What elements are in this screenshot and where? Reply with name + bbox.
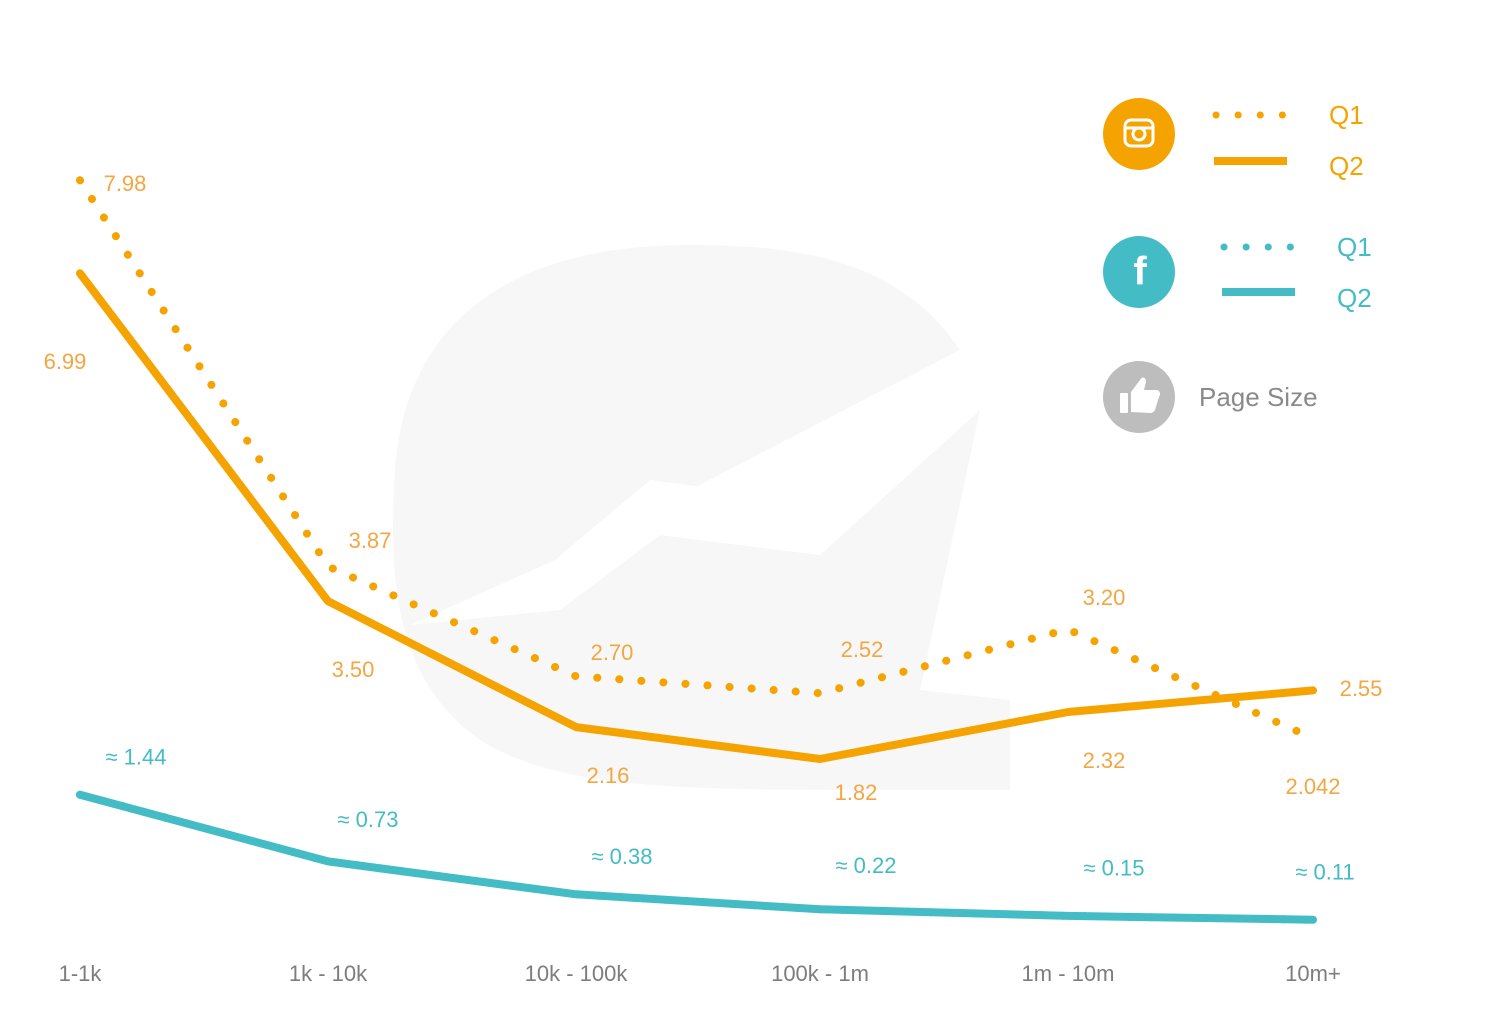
watermark-logo <box>392 245 1010 790</box>
facebook-icon: f <box>1133 250 1147 294</box>
data-label-instagram-q1: 2.52 <box>841 637 884 662</box>
x-tick-label: 100k - 1m <box>771 961 869 986</box>
data-label-facebook-q2: ≈ 0.15 <box>1083 856 1144 881</box>
thumbs-up-icon-cuff <box>1120 393 1128 413</box>
x-tick-label: 10k - 100k <box>525 961 629 986</box>
legend-page-size-label: Page Size <box>1199 382 1318 412</box>
instagram-icon-frame <box>1123 118 1155 148</box>
data-label-instagram-q2: 2.16 <box>587 763 630 788</box>
x-tick-label: 1m - 10m <box>1022 961 1115 986</box>
data-label-instagram-q2: 6.99 <box>44 349 87 374</box>
data-label-instagram-q1: 3.87 <box>349 528 392 553</box>
series-line-facebook-q2 <box>76 790 1317 924</box>
legend-facebook-q2-label: Q2 <box>1337 283 1372 313</box>
thumbs-up-icon-hand <box>1131 377 1160 413</box>
x-tick-label: 10m+ <box>1285 961 1341 986</box>
watermark-shape <box>392 245 1010 790</box>
data-label-facebook-q2: ≈ 1.44 <box>105 745 166 770</box>
data-label-instagram-q2: 1.82 <box>835 780 878 805</box>
data-label-facebook-q2: ≈ 0.11 <box>1295 859 1354 884</box>
data-label-facebook-q2: ≈ 0.73 <box>337 807 398 832</box>
legend-facebook-q1-label: Q1 <box>1337 232 1372 262</box>
thumbs-up-icon <box>1120 377 1160 413</box>
series-line-instagram-q2 <box>76 269 1317 763</box>
data-label-facebook-q2: ≈ 0.22 <box>835 853 896 878</box>
data-label-facebook-q2: ≈ 0.38 <box>591 844 652 869</box>
series-group: 7.98 3.87 2.70 2.52 3.20 2.042 6.99 3.50 2.16 1.8… <box>44 171 1383 924</box>
legend-instagram-q2-label: Q2 <box>1329 151 1364 181</box>
x-axis: 1-1k 1k - 10k 10k - 100k 100k - 1m 1m - 10m 1… <box>59 961 1341 986</box>
instagram-icon <box>1123 118 1155 148</box>
data-label-instagram-q1: 7.98 <box>104 171 147 196</box>
data-label-instagram-q1: 2.042 <box>1285 774 1340 799</box>
watermark-cutout <box>410 365 975 625</box>
x-tick-label: 1k - 10k <box>289 961 368 986</box>
x-tick-label: 1-1k <box>59 961 103 986</box>
data-label-instagram-q1: 3.20 <box>1083 585 1126 610</box>
data-label-instagram-q1: 2.70 <box>591 640 634 665</box>
data-label-instagram-q2: 2.32 <box>1083 748 1126 773</box>
data-label-instagram-q2: 3.50 <box>332 657 375 682</box>
data-label-instagram-q2: 2.55 <box>1340 676 1383 701</box>
legend-instagram-q1-label: Q1 <box>1329 100 1364 130</box>
legend: Q1 Q2 f Q1 Q2 Page Size <box>1103 98 1372 433</box>
legend-facebook-badge <box>1103 236 1175 308</box>
legend-instagram-badge <box>1103 98 1175 170</box>
